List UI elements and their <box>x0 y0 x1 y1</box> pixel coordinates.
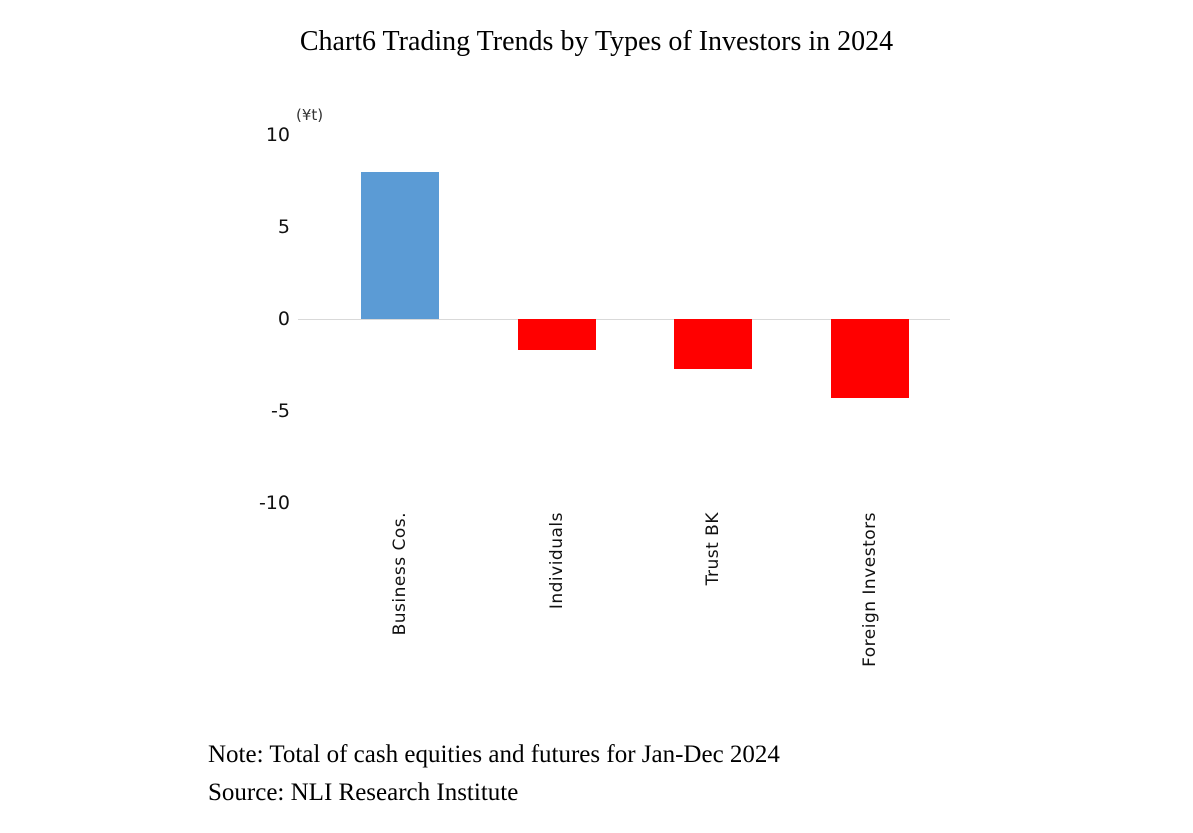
plot-area <box>322 135 948 503</box>
bar-trust-bk <box>674 319 753 369</box>
source-line: Source: NLI Research Institute <box>208 779 519 806</box>
y-axis-unit-label: (¥t) <box>296 106 324 124</box>
bar-foreign-investors <box>830 319 909 399</box>
note-line: Note: Total of cash equities and futures… <box>208 741 780 768</box>
y-tick-label: -10 <box>258 492 290 514</box>
y-tick-label: 10 <box>265 124 290 146</box>
zero-gridline <box>298 319 950 320</box>
y-tick-label: -5 <box>271 400 290 422</box>
x-axis-label-foreign-investors: Foreign Investors <box>859 512 880 667</box>
x-axis-label-business-cos: Business Cos. <box>390 512 411 636</box>
y-tick-label: 0 <box>277 308 290 330</box>
x-axis-label-trust-bk: Trust BK <box>703 512 724 586</box>
x-axis-label-individuals: Individuals <box>546 512 567 610</box>
footnotes: Note: Total of cash equities and futures… <box>208 736 780 812</box>
y-tick-label: 5 <box>277 216 290 238</box>
bar-individuals <box>517 319 596 351</box>
y-axis-ticks: 10 5 0 -5 -10 <box>230 124 290 514</box>
x-axis-labels: Business Cos. Individuals Trust BK Foreign … <box>322 512 948 722</box>
bar-business-cos <box>361 171 440 319</box>
chart-title: Chart6 Trading Trends by Types of Invest… <box>299 26 894 57</box>
